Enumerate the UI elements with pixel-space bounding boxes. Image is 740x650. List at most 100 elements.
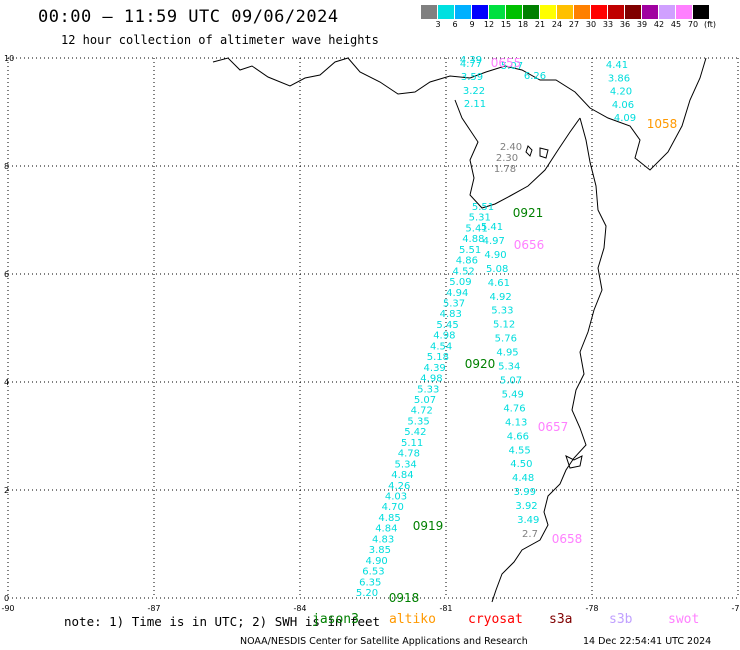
legend-label: 45 (670, 20, 682, 29)
legend-label: 36 (619, 20, 631, 29)
legend-swatch (625, 5, 642, 19)
lon-tick-label: -81 (439, 604, 452, 613)
wave-height-value: 5.76 (495, 334, 517, 345)
wave-height-value: 4.72 (411, 406, 433, 417)
lat-tick-label: 6 (4, 270, 9, 279)
legend-label: 18 (517, 20, 529, 29)
satellite-legend-item: s3b (609, 612, 633, 627)
wave-height-value: 5.07 (414, 395, 436, 406)
wave-height-value: 4.54 (430, 341, 452, 352)
lat-tick-label: 0 (4, 594, 9, 603)
wave-height-value: 5.31 (469, 213, 491, 224)
pass-time-label: 0656 (514, 238, 545, 252)
wave-height-value: 4.88 (462, 234, 484, 245)
wave-height-value: 6.26 (524, 71, 546, 82)
wave-height-value: 4.55 (509, 445, 531, 456)
legend-swatch (608, 5, 625, 19)
wave-height-value: 3.86 (608, 73, 630, 84)
satellite-legend: jason3 altiko cryosat s3a s3b swot (0, 612, 740, 630)
legend-swatch (659, 5, 676, 19)
wave-height-value: 4.92 (490, 292, 512, 303)
coastline-north (212, 57, 707, 171)
lon-tick-label: -78 (585, 604, 598, 613)
wave-height-value: 4.95 (496, 348, 518, 359)
wave-height-value: 5.42 (404, 427, 426, 438)
coastline-islands (525, 145, 583, 469)
wave-height-value: 4.84 (375, 524, 397, 535)
footnote: note: 1) Time is in UTC; 2) SWH is in fe… (64, 614, 381, 629)
wave-height-value: 4.13 (505, 417, 527, 428)
satellite-legend-item: s3a (549, 612, 573, 627)
wave-height-value: 4.52 (453, 266, 475, 277)
coastline-colombia-pacific (491, 117, 607, 603)
legend-swatch (455, 5, 472, 19)
lon-tick-label: -87 (147, 604, 160, 613)
wave-height-value: 5.11 (401, 438, 423, 449)
legend-label: (ft) (703, 20, 717, 29)
wave-height-value: 5.34 (498, 362, 520, 373)
wave-height-value: 4.98 (433, 331, 455, 342)
coastline (212, 57, 707, 603)
wave-height-value: 2.11 (464, 99, 486, 110)
wave-height-value: 2.30 (496, 153, 518, 164)
lon-tick-label: -84 (293, 604, 306, 613)
legend-swatch (574, 5, 591, 19)
wave-height-value: 5.34 (395, 459, 417, 470)
wave-height-value: 4.83 (372, 534, 394, 545)
wave-height-value: 5.49 (502, 389, 524, 400)
map-title: 00:00 – 11:59 UTC 09/06/2024 (38, 7, 339, 27)
wave-height-value: 4.41 (606, 60, 628, 71)
altimeter-passes: 5.206.356.534.903.854.834.844.854.704.03… (356, 55, 677, 605)
pass-time-label: 0918 (389, 591, 420, 605)
lat-tick-label: 10 (4, 54, 14, 63)
wave-height-value: 4.90 (366, 556, 388, 567)
wave-height-value: 5.35 (407, 416, 429, 427)
legend-label: 27 (568, 20, 580, 29)
lat-tick-label: 8 (4, 162, 9, 171)
footer-credit: NOAA/NESDIS Center for Satellite Applica… (240, 636, 528, 647)
legend-swatch (676, 5, 693, 19)
wave-height-value: 5.08 (486, 264, 508, 275)
wave-height-value: 4.50 (510, 459, 532, 470)
legend-swatch (421, 5, 438, 19)
wave-height-value: 3.49 (517, 515, 539, 526)
lat-lon-grid (7, 57, 739, 599)
wave-height-value: 5.18 (427, 352, 449, 363)
legend-label: 21 (534, 20, 546, 29)
wave-height-value: 5.20 (356, 588, 378, 599)
legend-label: 33 (602, 20, 614, 29)
pass-time-label: 1058 (647, 117, 678, 131)
wave-height-value: 4.76 (503, 403, 525, 414)
legend-label: 3 (435, 20, 441, 29)
wave-height-value: 4.03 (385, 492, 407, 503)
wave-height-value: 5.37 (443, 299, 465, 310)
pass-time-label: 0658 (552, 532, 583, 546)
wave-height-legend: 3 6 9 12 15 18 21 24 27 30 33 36 39 42 45 70 (ft) (421, 5, 740, 31)
pass-time-label: 0919 (413, 519, 444, 533)
wave-height-value: 5.41 (481, 222, 503, 233)
lon-tick-label: -75 (731, 604, 740, 613)
wave-height-value: 5.51 (459, 245, 481, 256)
legend-label: 42 (653, 20, 665, 29)
satellite-legend-item: cryosat (468, 612, 523, 627)
pass-time-label: 0920 (465, 357, 496, 371)
wave-height-value: 5.45 (436, 320, 458, 331)
legend-label: 70 (687, 20, 699, 29)
wave-height-value: 5.07 (501, 61, 523, 72)
wave-height-value: 5.33 (491, 306, 513, 317)
wave-height-value: 5.51 (472, 202, 494, 213)
footer-date: 14 Dec 22:54:41 UTC 2024 (583, 636, 712, 647)
wave-height-value: 4.61 (488, 278, 510, 289)
legend-label: 24 (551, 20, 563, 29)
wave-height-value: 5.41 (465, 223, 487, 234)
map-subtitle: 12 hour collection of altimeter wave hei… (61, 33, 379, 47)
wave-height-value: 4.83 (440, 309, 462, 320)
satellite-legend-item: swot (668, 612, 700, 627)
lat-tick-label: 2 (4, 486, 9, 495)
wave-height-value: 4.39 (460, 55, 482, 66)
legend-swatch (540, 5, 557, 19)
pass-time-label: 0921 (513, 206, 544, 220)
legend-label: 15 (500, 20, 512, 29)
wave-height-value: 2.7 (522, 529, 538, 540)
